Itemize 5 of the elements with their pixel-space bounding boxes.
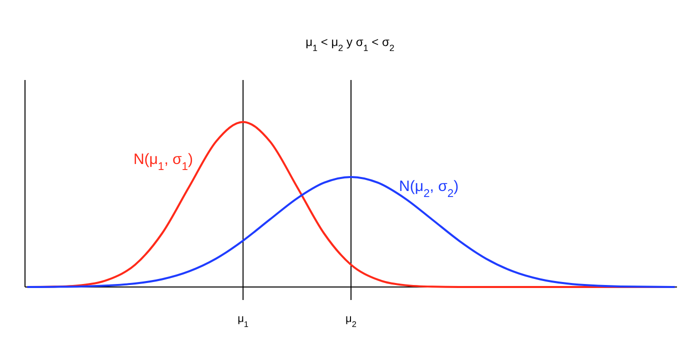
x-tick-label: μ$_{1}$ (238, 313, 249, 328)
series-label: N(μ$_{1}$, σ$_{1}$) (133, 151, 194, 173)
chart-title: μ$_{1}$ < μ$_{2}$ y σ$_{1}$ < σ$_{2}$ (306, 35, 394, 53)
series-label: N(μ$_{2}$, σ$_{2}$) (399, 178, 459, 200)
x-tick-label: μ$_{2}$ (346, 313, 357, 328)
